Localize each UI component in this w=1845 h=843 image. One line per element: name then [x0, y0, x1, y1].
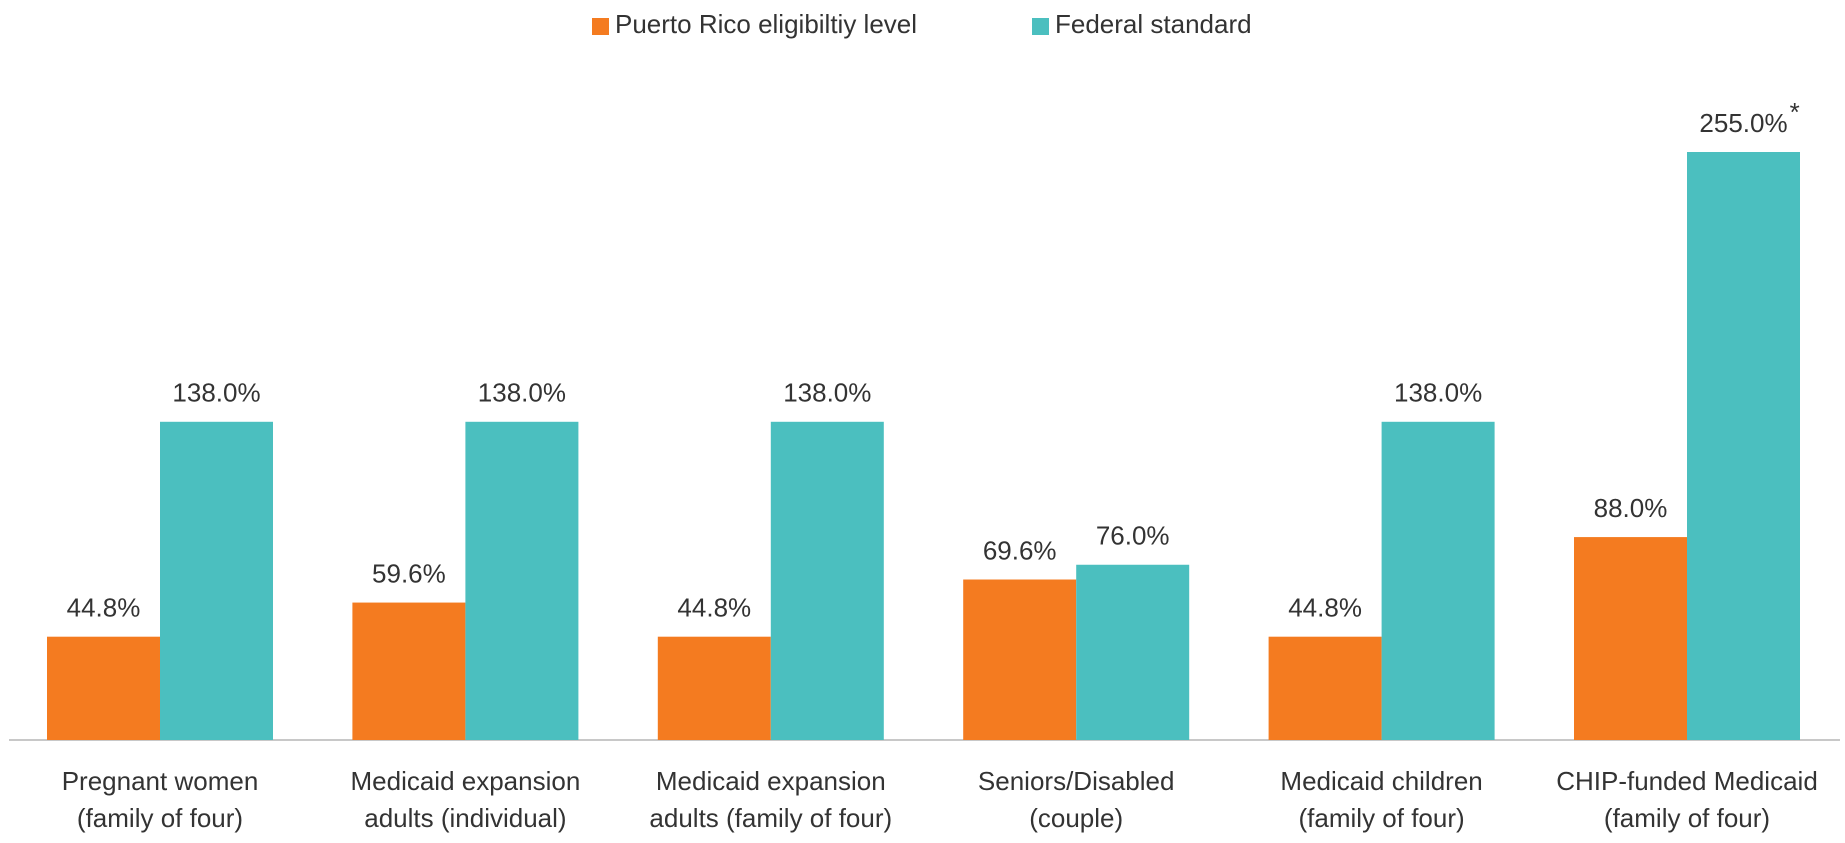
x-tick-label: (family of four) — [77, 803, 243, 833]
x-tick-label: adults (family of four) — [649, 803, 892, 833]
x-tick-label: CHIP-funded Medicaid — [1556, 766, 1818, 796]
bar — [352, 602, 466, 740]
x-tick-label: (couple) — [1029, 803, 1123, 833]
bar — [465, 421, 579, 740]
data-label: 138.0% — [478, 378, 566, 408]
x-tick-label: (family of four) — [1604, 803, 1770, 833]
bar — [657, 636, 771, 740]
data-label: 138.0% — [1394, 378, 1482, 408]
data-label: 138.0% — [172, 378, 260, 408]
data-label: 255.0% — [1699, 108, 1787, 138]
data-label: 76.0% — [1096, 521, 1170, 551]
bar — [1076, 564, 1190, 740]
bar — [160, 421, 273, 740]
annotation: * — [1790, 97, 1800, 127]
data-label: 44.8% — [1288, 593, 1362, 623]
x-tick-label: (family of four) — [1299, 803, 1465, 833]
legend-swatch — [592, 18, 609, 35]
bar — [770, 421, 884, 740]
bar — [1687, 152, 1800, 740]
data-label: 44.8% — [677, 593, 751, 623]
data-label: 59.6% — [372, 558, 446, 588]
legend-label: Federal standard — [1055, 9, 1252, 39]
legend-swatch — [1032, 18, 1049, 35]
data-label: 138.0% — [783, 378, 871, 408]
bar — [1381, 421, 1495, 740]
bar — [963, 579, 1077, 740]
data-label: 88.0% — [1594, 493, 1668, 523]
data-label: 69.6% — [983, 535, 1057, 565]
bar — [1574, 537, 1687, 740]
x-tick-label: Pregnant women — [62, 766, 259, 796]
x-tick-label: Medicaid children — [1280, 766, 1482, 796]
x-tick-label: Medicaid expansion — [656, 766, 886, 796]
x-tick-label: Seniors/Disabled — [978, 766, 1175, 796]
data-label: 44.8% — [67, 593, 141, 623]
legend-label: Puerto Rico eligibiltiy level — [615, 9, 917, 39]
bar — [47, 636, 160, 740]
x-tick-label: Medicaid expansion — [350, 766, 580, 796]
x-tick-label: adults (individual) — [364, 803, 566, 833]
bar — [1268, 636, 1382, 740]
